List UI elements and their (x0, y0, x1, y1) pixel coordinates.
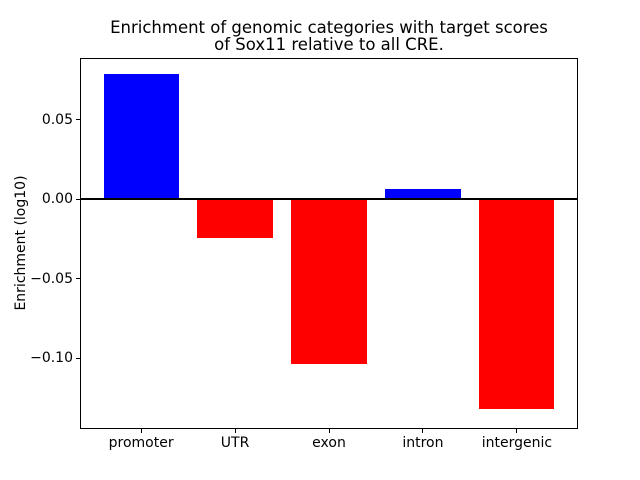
x-tick-label: intron (402, 435, 444, 451)
bar-intron (385, 189, 461, 200)
y-tick-mark (76, 357, 80, 359)
bar-exon (291, 199, 367, 365)
zero-line (81, 198, 577, 201)
plot-area: 0.05 0.00 −0.05 −0.10 promoter UTR exon intron i… (30, 58, 578, 450)
y-tick-mark (76, 278, 80, 280)
y-tick-label: −0.10 (30, 350, 73, 367)
bar-UTR (197, 199, 273, 238)
x-tick-label: exon (312, 435, 346, 451)
x-tick-label: intergenic (481, 435, 553, 451)
x-tick-mark (234, 429, 236, 433)
x-tick-mark (328, 429, 330, 433)
x-tick-mark (140, 429, 142, 433)
y-tick-label: 0.00 (41, 191, 73, 208)
bar-promoter (103, 73, 179, 200)
x-tick-mark (516, 429, 518, 433)
x-tick-mark (422, 429, 424, 433)
bar-intergenic (479, 199, 555, 410)
y-tick-label: −0.05 (30, 270, 73, 287)
chart-title: Enrichment of genomic categories with ta… (110, 18, 548, 54)
x-tick-label: UTR (220, 435, 250, 451)
y-tick-mark (76, 198, 80, 200)
y-tick-mark (76, 119, 80, 121)
y-tick-label: 0.05 (41, 111, 73, 128)
x-tick-label: promoter (108, 435, 174, 451)
